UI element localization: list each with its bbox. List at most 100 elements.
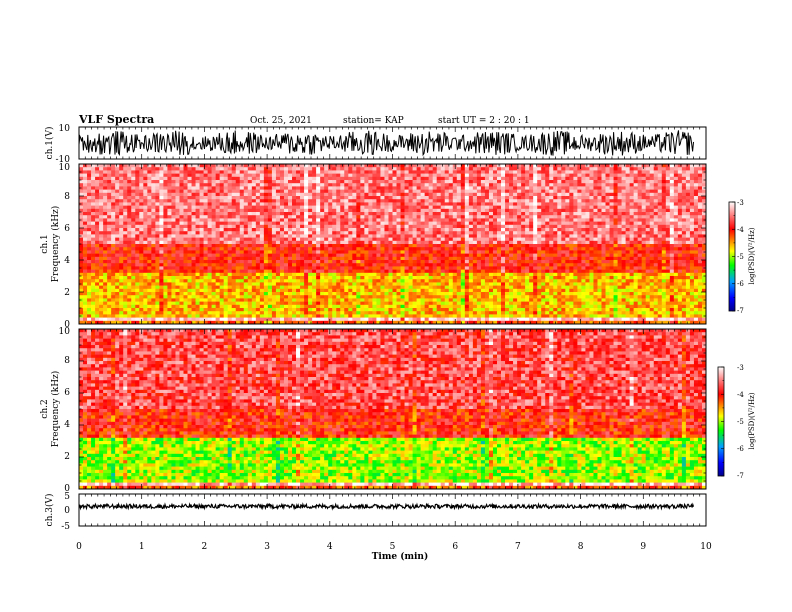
spectrogram-cell	[400, 244, 405, 248]
spectrogram-cell	[364, 292, 369, 296]
spectrogram-cell	[191, 164, 196, 168]
spectrogram-cell	[227, 183, 233, 187]
spectrogram-cell	[127, 205, 132, 210]
spectrogram-cell	[103, 167, 108, 171]
spectrogram-cell	[111, 320, 116, 325]
spectrogram-cell	[364, 196, 369, 200]
spectrogram-cell	[243, 256, 249, 261]
spectrogram-cell	[460, 266, 466, 270]
spectrogram-cell	[167, 292, 172, 296]
spectrogram-cell	[119, 263, 124, 267]
spectrogram-cell	[135, 308, 140, 312]
spectrogram-cell	[239, 186, 245, 190]
spectrogram-cell	[251, 224, 257, 229]
spectrogram-cell	[452, 224, 458, 229]
spectrogram-cell	[448, 282, 454, 286]
spectrogram-cell	[159, 234, 164, 238]
spectrogram-cell	[155, 250, 160, 254]
spectrogram-cell	[304, 298, 309, 302]
spectrogram-cell	[87, 317, 92, 322]
spectrogram-cell	[251, 192, 257, 197]
spectrogram-cell	[175, 301, 180, 306]
spectrogram-cell	[372, 253, 377, 258]
spectrogram-cell	[444, 164, 450, 168]
spectrogram-cell	[432, 314, 438, 318]
spectrogram-cell	[372, 212, 377, 216]
spectrogram-cell	[376, 311, 381, 315]
spectrogram-cell	[187, 276, 192, 280]
spectrogram-cell	[456, 285, 462, 290]
spectrogram-cell	[263, 176, 269, 181]
spectrogram-cell	[147, 170, 152, 174]
spectrogram-cell	[384, 189, 389, 194]
spectrogram-cell	[448, 247, 454, 251]
spectrogram-cell	[456, 266, 462, 270]
spectrogram-cell	[87, 208, 92, 213]
spectrogram-cell	[324, 199, 329, 203]
spectrogram-cell	[292, 240, 297, 245]
spectrogram-cell	[424, 221, 429, 226]
spectrogram-cell	[352, 301, 357, 306]
spectrogram-cell	[155, 202, 160, 206]
spectrogram-cell	[167, 314, 172, 318]
spectrogram-cell	[83, 247, 88, 251]
spectrogram-cell	[191, 285, 196, 290]
spectrogram-cell	[159, 272, 164, 277]
spectrogram-cell	[344, 189, 349, 194]
spectrogram-cell	[436, 314, 442, 318]
spectrogram-cell	[279, 234, 285, 238]
spectrogram-cell	[428, 189, 433, 194]
spectrogram-cell	[195, 298, 200, 302]
spectrogram-cell	[336, 260, 341, 264]
spectrogram-cell	[147, 212, 152, 216]
spectrogram-cell	[107, 276, 112, 280]
spectrogram-cell	[215, 317, 220, 322]
spectrogram-cell	[175, 231, 180, 235]
spectrogram-cell	[99, 167, 104, 171]
spectrogram-cell	[308, 317, 313, 322]
spectrogram-cell	[115, 253, 120, 258]
spectrogram-cell	[296, 272, 301, 277]
spectrogram-cell	[412, 314, 417, 318]
spectrogram-cell	[231, 292, 237, 296]
spectrogram-cell	[163, 228, 168, 232]
spectrogram-cell	[259, 231, 265, 235]
spectrogram-cell	[159, 301, 164, 306]
spectrogram-cell	[99, 272, 104, 277]
spectrogram-cell	[316, 228, 321, 232]
spectrogram-cell	[199, 301, 204, 306]
spectrogram-cell	[356, 288, 361, 293]
spectrogram-cell	[271, 320, 277, 325]
spectrogram-cell	[408, 173, 413, 178]
spectrogram-cell	[91, 164, 96, 168]
spectrogram-cell	[436, 176, 442, 181]
spectrogram-cell	[332, 295, 337, 299]
spectrogram-cell	[83, 199, 88, 203]
spectrogram-cell	[203, 244, 208, 248]
spectrogram-cell	[155, 221, 160, 226]
spectrogram-cell	[420, 202, 425, 206]
spectrogram-cell	[404, 180, 409, 184]
spectrogram-cell	[275, 202, 281, 206]
spectrogram-cell	[107, 314, 112, 318]
spectrogram-cell	[115, 314, 120, 318]
spectrogram-cell	[151, 180, 156, 184]
spectrogram-cell	[159, 304, 164, 309]
spectrogram-cell	[87, 167, 92, 171]
spectrogram-cell	[352, 186, 357, 190]
spectrogram-cell	[99, 250, 104, 254]
spectrogram-cell	[340, 308, 345, 312]
spectrogram-cell	[336, 247, 341, 251]
spectrogram-cell	[384, 196, 389, 200]
spectrogram-cell	[243, 208, 249, 213]
spectrogram-cell	[179, 192, 184, 197]
spectrogram-cell	[424, 266, 429, 270]
spectrogram-cell	[372, 311, 377, 315]
spectrogram-cell	[131, 215, 136, 219]
spectrogram-cell	[127, 311, 132, 315]
spectrogram-cell	[408, 266, 413, 270]
spectrogram-cell	[348, 186, 353, 190]
spectrogram-cell	[380, 279, 385, 283]
spectrogram-cell	[300, 231, 305, 235]
spectrogram-cell	[376, 256, 381, 261]
